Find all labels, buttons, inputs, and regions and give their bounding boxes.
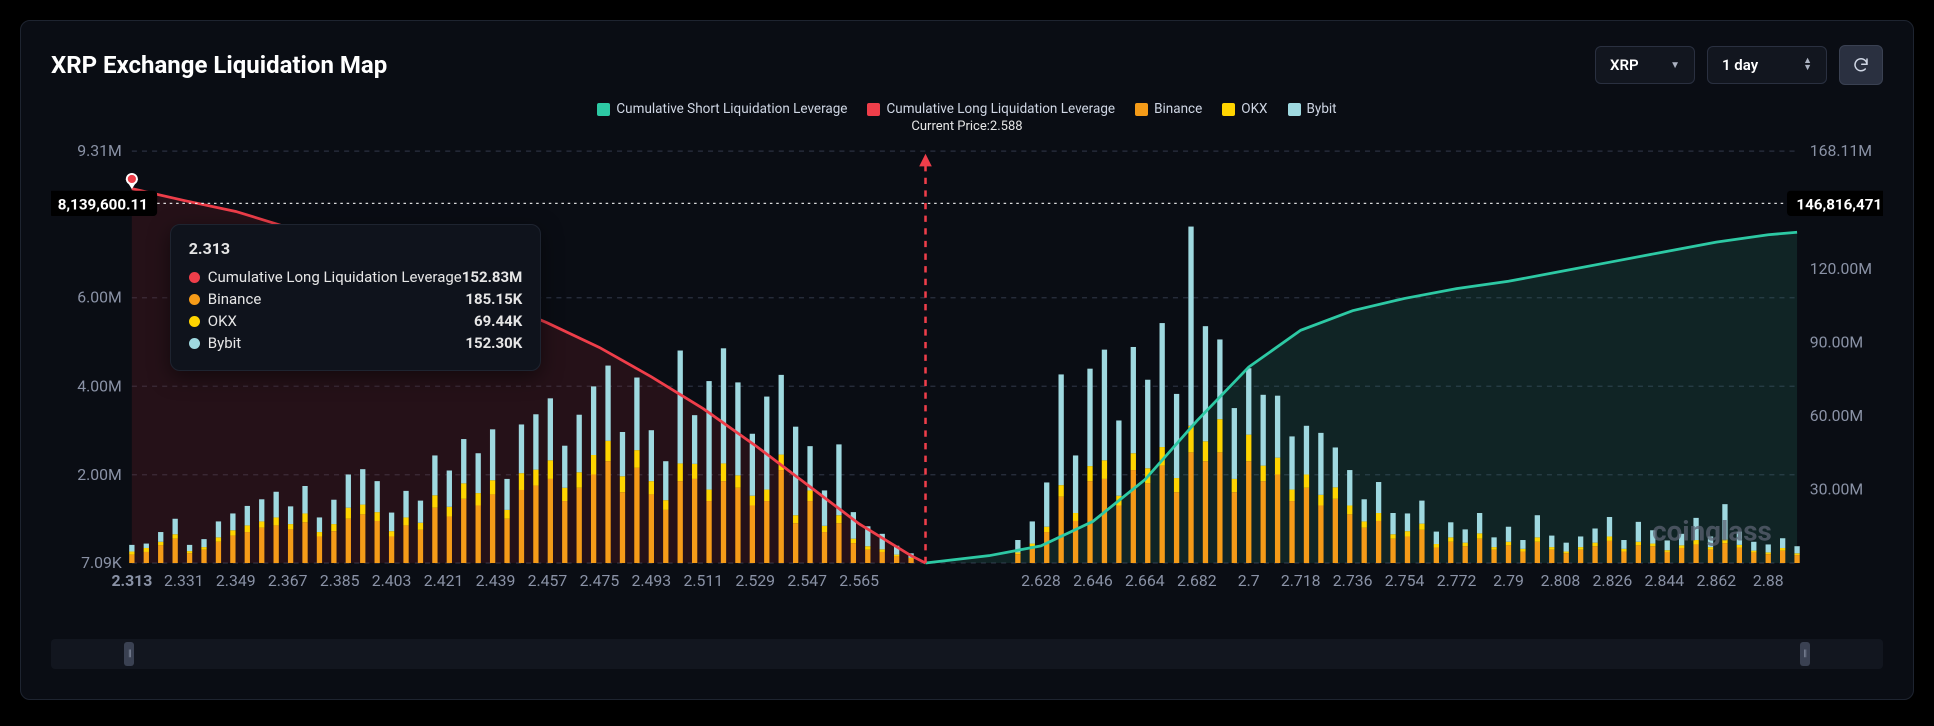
svg-text:146,816,471.96: 146,816,471.96: [1796, 196, 1883, 214]
svg-text:8,139,600.11: 8,139,600.11: [58, 196, 148, 214]
legend-label: Binance: [1154, 101, 1202, 117]
svg-text:2.826: 2.826: [1593, 571, 1633, 590]
svg-text:2.421: 2.421: [424, 571, 464, 590]
svg-text:2.493: 2.493: [632, 571, 672, 590]
svg-text:2.628: 2.628: [1021, 571, 1061, 590]
svg-text:2.772: 2.772: [1437, 571, 1477, 590]
refresh-icon: [1852, 56, 1870, 74]
svg-text:2.664: 2.664: [1125, 571, 1165, 590]
liquidation-map-panel: XRP Exchange Liquidation Map XRP ▼ 1 day…: [20, 20, 1914, 700]
chart-tooltip: 2.313Cumulative Long Liquidation Leverag…: [170, 224, 542, 371]
chart-legend: Cumulative Short Liquidation Leverage Cum…: [51, 101, 1883, 117]
svg-text:30.00M: 30.00M: [1810, 480, 1863, 499]
svg-text:2.862: 2.862: [1696, 571, 1736, 590]
svg-text:60.00M: 60.00M: [1810, 406, 1863, 425]
svg-text:2.754: 2.754: [1385, 571, 1425, 590]
svg-text:2.718: 2.718: [1281, 571, 1321, 590]
legend-item[interactable]: Binance: [1135, 101, 1202, 117]
svg-text:6.00M: 6.00M: [77, 288, 122, 307]
page-title: XRP Exchange Liquidation Map: [51, 51, 387, 79]
legend-item[interactable]: Cumulative Short Liquidation Leverage: [597, 101, 847, 117]
svg-text:2.511: 2.511: [683, 571, 723, 590]
svg-text:2.79: 2.79: [1493, 571, 1524, 590]
svg-text:2.313: 2.313: [111, 571, 152, 590]
svg-text:2.88: 2.88: [1753, 571, 1784, 590]
svg-text:9.31M: 9.31M: [77, 141, 122, 160]
svg-text:2.00M: 2.00M: [77, 465, 122, 484]
range-select-value: 1 day: [1722, 56, 1758, 74]
svg-text:coinglass: coinglass: [1652, 514, 1772, 547]
svg-text:2.844: 2.844: [1645, 571, 1685, 590]
legend-label: Cumulative Short Liquidation Leverage: [616, 101, 847, 117]
header-controls: XRP ▼ 1 day ▲▼: [1595, 45, 1883, 85]
svg-text:2.808: 2.808: [1541, 571, 1581, 590]
legend-swatch: [1222, 103, 1235, 116]
svg-text:90.00M: 90.00M: [1810, 333, 1863, 352]
legend-swatch: [867, 103, 880, 116]
refresh-button[interactable]: [1839, 45, 1883, 85]
svg-text:120.00M: 120.00M: [1810, 259, 1872, 278]
asset-select[interactable]: XRP ▼: [1595, 46, 1695, 84]
svg-text:2.736: 2.736: [1333, 571, 1373, 590]
svg-text:4.00M: 4.00M: [77, 376, 122, 395]
liquidation-chart[interactable]: 7.09K 2.00M 4.00M 6.00M 9.31M 30.00M 60.00M 90.…: [51, 136, 1883, 629]
header-row: XRP Exchange Liquidation Map XRP ▼ 1 day…: [51, 45, 1883, 85]
legend-swatch: [1135, 103, 1148, 116]
svg-text:2.565: 2.565: [839, 571, 879, 590]
current-price-label: Current Price:2.588: [51, 119, 1883, 134]
legend-label: Bybit: [1307, 101, 1337, 117]
svg-text:168.11M: 168.11M: [1810, 141, 1872, 160]
caret-down-icon: ▼: [1670, 60, 1680, 71]
legend-item[interactable]: Bybit: [1288, 101, 1337, 117]
range-select[interactable]: 1 day ▲▼: [1707, 46, 1827, 84]
svg-text:2.457: 2.457: [528, 571, 568, 590]
svg-text:2.7: 2.7: [1238, 571, 1260, 590]
svg-text:2.439: 2.439: [476, 571, 516, 590]
legend-item[interactable]: OKX: [1222, 101, 1267, 117]
svg-text:7.09K: 7.09K: [81, 553, 122, 572]
legend-label: OKX: [1241, 101, 1267, 117]
range-slider[interactable]: || ||: [51, 639, 1883, 669]
svg-text:2.331: 2.331: [164, 571, 204, 590]
svg-text:2.547: 2.547: [787, 571, 827, 590]
stepper-icon: ▲▼: [1803, 58, 1812, 72]
legend-item[interactable]: Cumulative Long Liquidation Leverage: [867, 101, 1115, 117]
legend-swatch: [1288, 103, 1301, 116]
svg-text:2.529: 2.529: [735, 571, 775, 590]
svg-text:2.367: 2.367: [268, 571, 308, 590]
chart-wrap: 7.09K 2.00M 4.00M 6.00M 9.31M 30.00M 60.00M 90.…: [51, 136, 1883, 629]
slider-handle-left[interactable]: ||: [124, 642, 134, 666]
svg-text:2.385: 2.385: [320, 571, 360, 590]
legend-swatch: [597, 103, 610, 116]
legend-label: Cumulative Long Liquidation Leverage: [886, 101, 1115, 117]
svg-text:2.682: 2.682: [1177, 571, 1217, 590]
svg-text:2.646: 2.646: [1073, 571, 1113, 590]
slider-handle-right[interactable]: ||: [1800, 642, 1810, 666]
asset-select-value: XRP: [1610, 56, 1639, 74]
svg-text:2.349: 2.349: [216, 571, 256, 590]
svg-text:2.403: 2.403: [372, 571, 412, 590]
svg-text:2.475: 2.475: [580, 571, 620, 590]
